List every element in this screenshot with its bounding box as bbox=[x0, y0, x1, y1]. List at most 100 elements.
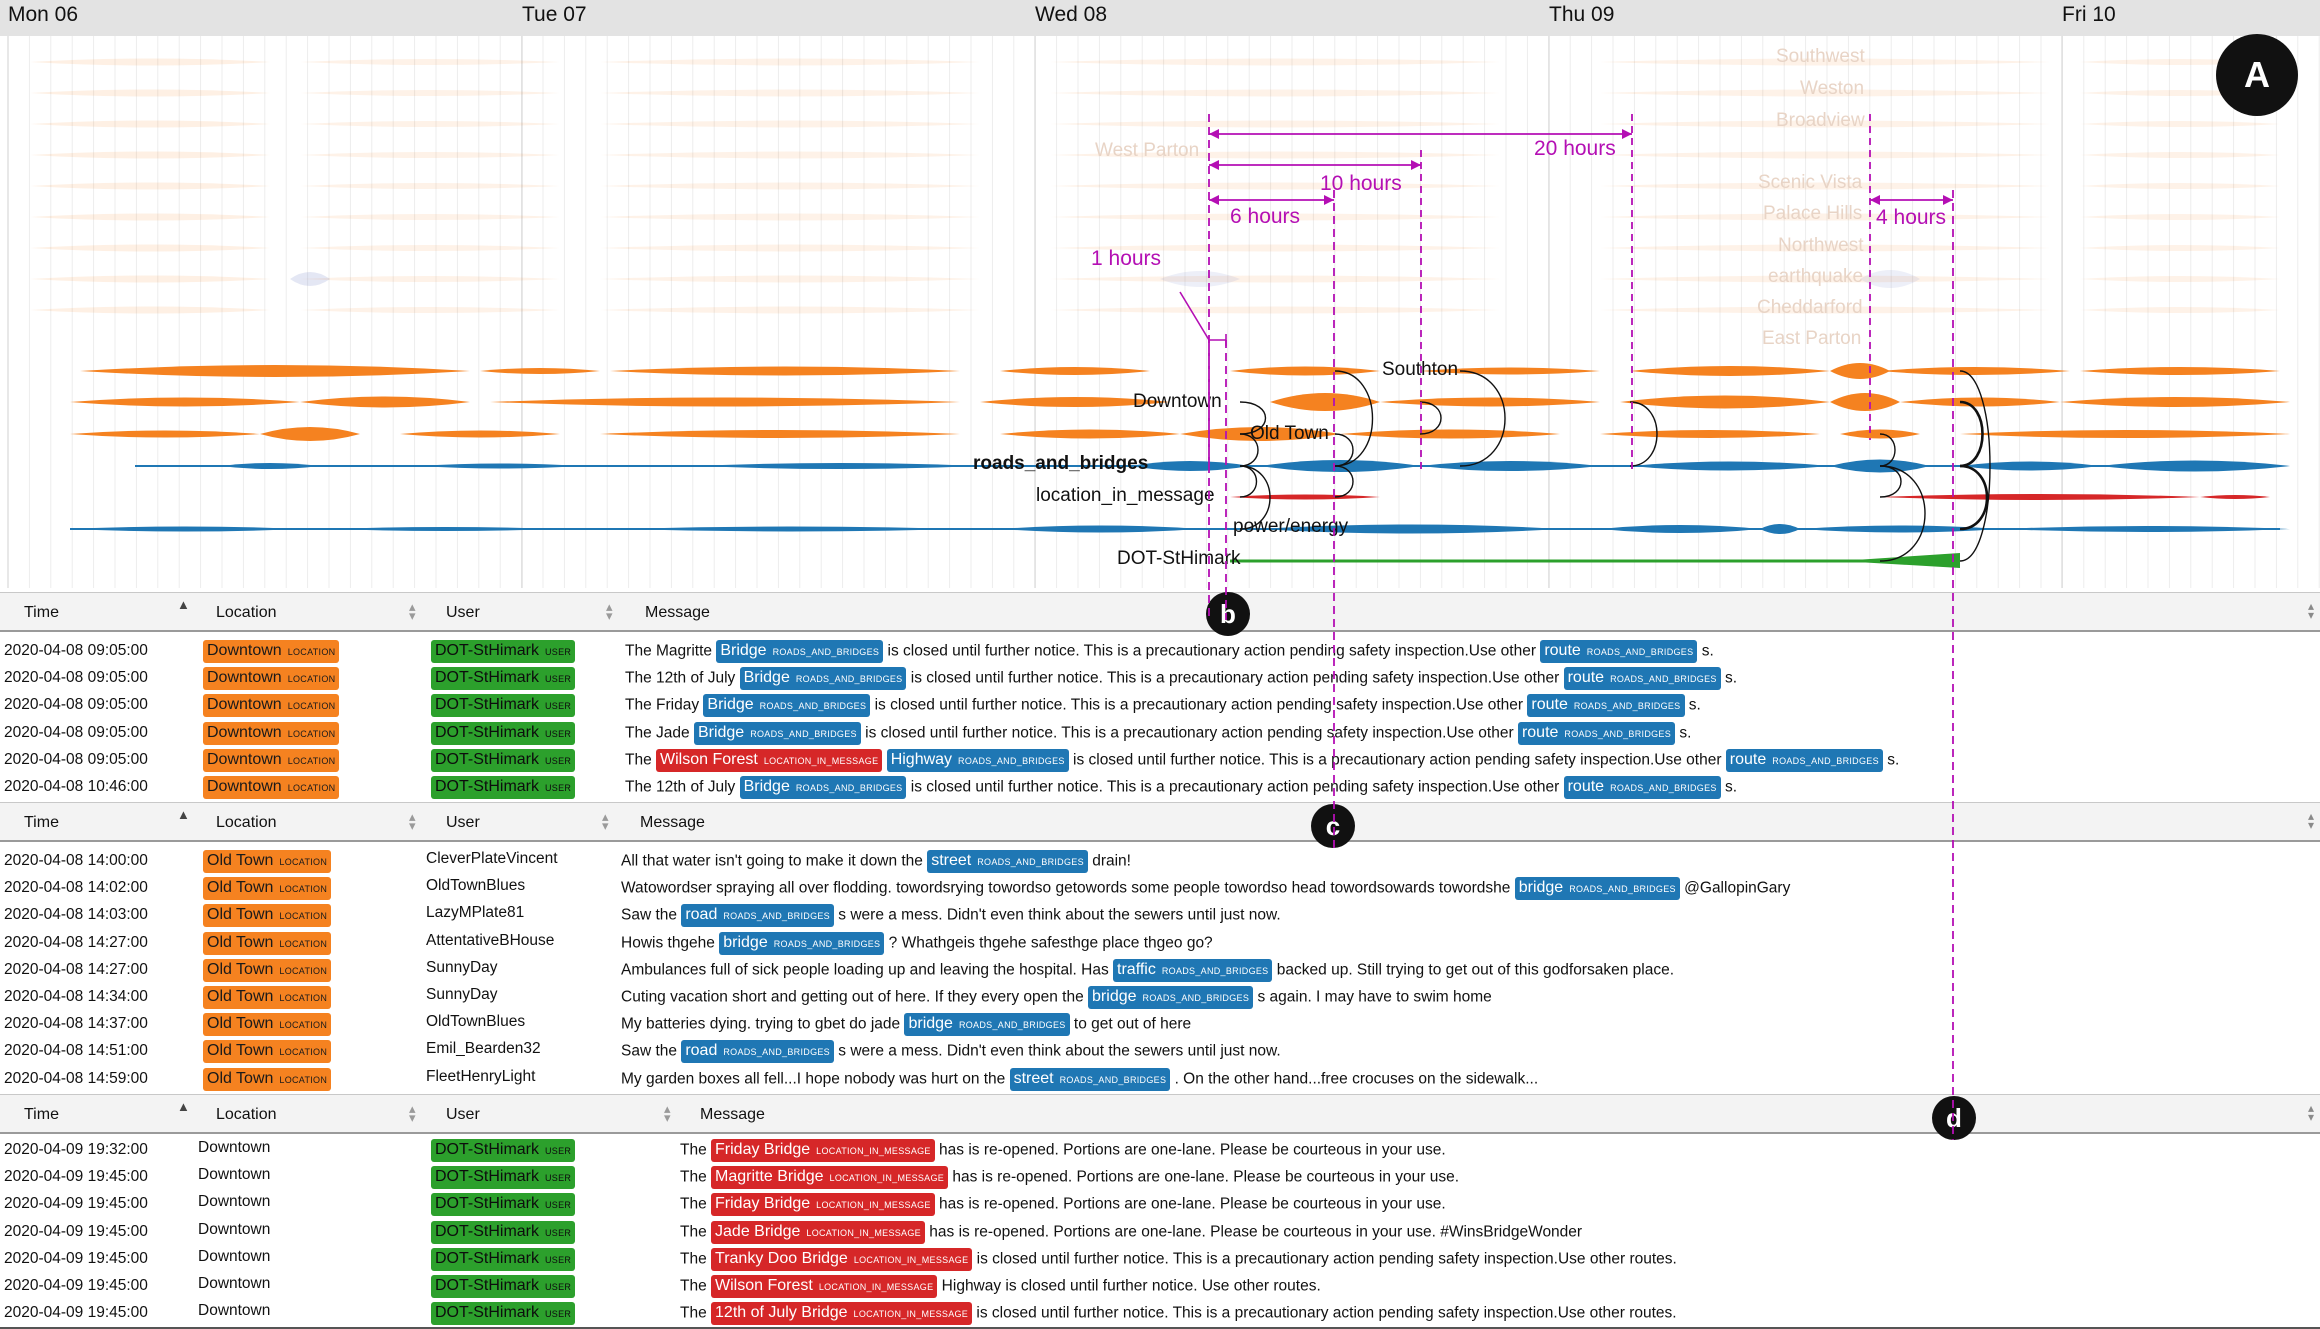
entity-tag[interactable]: Jade Bridge LOCATION_IN_MESSAGE bbox=[711, 1220, 925, 1244]
entity-tag[interactable]: Downtown LOCATION bbox=[203, 667, 340, 691]
entity-tag[interactable]: route ROADS_AND_BRIDGES bbox=[1563, 667, 1721, 691]
column-header-user[interactable]: User bbox=[446, 814, 480, 831]
table-row[interactable]: 2020-04-09 19:45:00 Downtown DOT-StHimark U… bbox=[0, 1244, 2310, 1271]
table-row[interactable]: 2020-04-09 19:45:00 Downtown DOT-StHimark U… bbox=[0, 1217, 2310, 1244]
table-row[interactable]: 2020-04-08 09:05:00 Downtown LOCATION DOT-S… bbox=[0, 663, 2310, 691]
column-header-user[interactable]: User bbox=[446, 604, 480, 621]
stream-label-old-town[interactable]: Old Town bbox=[1250, 423, 1329, 444]
table-row[interactable]: 2020-04-08 10:46:00 Downtown LOCATION DOT-S… bbox=[0, 772, 2310, 799]
table-row[interactable]: 2020-04-08 09:05:00 Downtown LOCATION DOT-S… bbox=[0, 636, 2310, 663]
entity-tag[interactable]: DOT-StHimark USER bbox=[431, 1193, 576, 1217]
table-row[interactable]: 2020-04-08 14:34:00 Old Town LOCATION Sunny… bbox=[0, 982, 2310, 1009]
entity-tag[interactable]: Downtown LOCATION bbox=[203, 776, 340, 799]
entity-tag[interactable]: route ROADS_AND_BRIDGES bbox=[1563, 776, 1721, 799]
sort-toggle-icon[interactable]: ▴ ▾ bbox=[606, 599, 613, 623]
sort-toggle-icon[interactable]: ▴ ▾ bbox=[664, 1101, 671, 1125]
entity-tag[interactable]: Highway ROADS_AND_BRIDGES bbox=[886, 748, 1069, 772]
entity-tag[interactable]: bridge ROADS_AND_BRIDGES bbox=[1088, 986, 1254, 1009]
table-row[interactable]: 2020-04-08 09:05:00 Downtown LOCATION DOT-S… bbox=[0, 718, 2310, 745]
table-row[interactable]: 2020-04-09 19:45:00 Downtown DOT-StHimark U… bbox=[0, 1298, 2310, 1326]
column-header-location[interactable]: Location bbox=[216, 814, 277, 831]
entity-tag[interactable]: bridge ROADS_AND_BRIDGES bbox=[1514, 877, 1680, 901]
entity-tag[interactable]: DOT-StHimark USER bbox=[431, 1220, 576, 1244]
entity-tag[interactable]: street ROADS_AND_BRIDGES bbox=[927, 850, 1088, 873]
sort-toggle-icon[interactable]: ▴ ▾ bbox=[602, 809, 609, 833]
entity-tag[interactable]: DOT-StHimark USER bbox=[431, 748, 576, 772]
entity-tag[interactable]: DOT-StHimark USER bbox=[431, 1247, 576, 1271]
entity-tag[interactable]: DOT-StHimark USER bbox=[431, 1275, 576, 1298]
entity-tag[interactable]: Bridge ROADS_AND_BRIDGES bbox=[739, 667, 907, 691]
entity-tag[interactable]: Bridge ROADS_AND_BRIDGES bbox=[693, 721, 861, 745]
entity-tag[interactable]: road ROADS_AND_BRIDGES bbox=[681, 904, 834, 928]
entity-tag[interactable]: DOT-StHimark USER bbox=[431, 640, 576, 663]
scroll-arrows-icon[interactable]: ▴ ▾ bbox=[2307, 809, 2314, 832]
table-row[interactable]: 2020-04-09 19:45:00 Downtown DOT-StHimark U… bbox=[0, 1162, 2310, 1190]
table-row[interactable]: 2020-04-08 14:51:00 Old Town LOCATION Emil_… bbox=[0, 1036, 2310, 1064]
entity-tag[interactable]: Tranky Doo Bridge LOCATION_IN_MESSAGE bbox=[711, 1247, 973, 1271]
stream-label-dot-sthimark[interactable]: DOT-StHimark bbox=[1117, 548, 1241, 569]
column-header-message[interactable]: Message bbox=[645, 604, 710, 621]
table-row[interactable]: 2020-04-08 09:05:00 Downtown LOCATION DOT-S… bbox=[0, 690, 2310, 718]
entity-tag[interactable]: Magritte Bridge LOCATION_IN_MESSAGE bbox=[711, 1166, 949, 1190]
table-row[interactable]: 2020-04-08 14:27:00 Old Town LOCATION Sunny… bbox=[0, 955, 2310, 982]
entity-tag[interactable]: Old Town LOCATION bbox=[203, 986, 332, 1009]
entity-tag[interactable]: DOT-StHimark USER bbox=[431, 1302, 576, 1326]
entity-tag[interactable]: Wilson Forest LOCATION_IN_MESSAGE bbox=[711, 1275, 938, 1298]
stream-label-southton[interactable]: Southton bbox=[1382, 359, 1459, 380]
entity-tag[interactable]: bridge ROADS_AND_BRIDGES bbox=[904, 1013, 1070, 1037]
entity-tag[interactable]: route ROADS_AND_BRIDGES bbox=[1540, 640, 1698, 663]
entity-tag[interactable]: Friday Bridge LOCATION_IN_MESSAGE bbox=[711, 1139, 935, 1162]
table-row[interactable]: 2020-04-09 19:45:00 Downtown DOT-StHimark U… bbox=[0, 1189, 2310, 1217]
sort-asc-icon[interactable]: ▲ bbox=[177, 1099, 190, 1114]
message-table-d[interactable]: Time ▲ Location ▴ ▾ User ▴ ▾ Message ▴ ▾ 20… bbox=[0, 1094, 2320, 1327]
entity-tag[interactable]: Old Town LOCATION bbox=[203, 1067, 332, 1091]
table-row[interactable]: 2020-04-08 14:00:00 Old Town LOCATION Cleve… bbox=[0, 846, 2310, 873]
entity-tag[interactable]: road ROADS_AND_BRIDGES bbox=[681, 1040, 834, 1064]
entity-tag[interactable]: route ROADS_AND_BRIDGES bbox=[1527, 694, 1685, 718]
column-header-time[interactable]: Time bbox=[24, 814, 59, 831]
stream-label-power-energy[interactable]: power/energy bbox=[1233, 516, 1349, 537]
entity-tag[interactable]: Downtown LOCATION bbox=[203, 721, 340, 745]
entity-tag[interactable]: 12th of July Bridge LOCATION_IN_MESSAGE bbox=[711, 1302, 973, 1326]
entity-tag[interactable]: Bridge ROADS_AND_BRIDGES bbox=[739, 776, 907, 799]
table-row[interactable]: 2020-04-08 14:02:00 Old Town LOCATION OldTo… bbox=[0, 873, 2310, 901]
table-row[interactable]: 2020-04-08 14:03:00 Old Town LOCATION LazyM… bbox=[0, 900, 2310, 928]
column-header-message[interactable]: Message bbox=[640, 814, 705, 831]
event-timeline[interactable]: Mon 06 Tue 07 Wed 08 Thu 09 Fri 10 Southwest… bbox=[0, 0, 2320, 590]
sort-asc-icon[interactable]: ▲ bbox=[177, 807, 190, 822]
sort-asc-icon[interactable]: ▲ bbox=[177, 597, 190, 612]
entity-tag[interactable]: DOT-StHimark USER bbox=[431, 776, 576, 799]
entity-tag[interactable]: Downtown LOCATION bbox=[203, 694, 340, 718]
timeline-streams[interactable] bbox=[0, 0, 2320, 590]
entity-tag[interactable]: Old Town LOCATION bbox=[203, 904, 332, 928]
column-header-message[interactable]: Message bbox=[700, 1106, 765, 1123]
message-table-b[interactable]: Time ▲ Location ▴ ▾ User ▴ ▾ Message ▴ ▾ 20… bbox=[0, 592, 2320, 799]
entity-tag[interactable]: route ROADS_AND_BRIDGES bbox=[1517, 721, 1676, 745]
message-table-c[interactable]: Time ▲ Location ▴ ▾ User ▴ ▾ Message ▴ ▾ 20… bbox=[0, 802, 2320, 1091]
sort-toggle-icon[interactable]: ▴ ▾ bbox=[409, 809, 416, 833]
scroll-arrows-icon[interactable]: ▴ ▾ bbox=[2307, 1101, 2314, 1124]
entity-tag[interactable]: Downtown LOCATION bbox=[203, 748, 340, 772]
entity-tag[interactable]: Old Town LOCATION bbox=[203, 1040, 332, 1064]
entity-tag[interactable]: Friday Bridge LOCATION_IN_MESSAGE bbox=[711, 1193, 935, 1217]
entity-tag[interactable]: DOT-StHimark USER bbox=[431, 1139, 576, 1162]
entity-tag[interactable]: Old Town LOCATION bbox=[203, 931, 332, 955]
entity-tag[interactable]: Old Town LOCATION bbox=[203, 958, 332, 982]
sort-toggle-icon[interactable]: ▴ ▾ bbox=[409, 599, 416, 623]
entity-tag[interactable]: Bridge ROADS_AND_BRIDGES bbox=[703, 694, 871, 718]
stream-label-downtown[interactable]: Downtown bbox=[1133, 391, 1222, 412]
entity-tag[interactable]: Bridge ROADS_AND_BRIDGES bbox=[716, 640, 884, 663]
column-header-time[interactable]: Time bbox=[24, 604, 59, 621]
stream-label-roads-and-bridges[interactable]: roads_and_bridges bbox=[973, 453, 1149, 474]
entity-tag[interactable]: traffic ROADS_AND_BRIDGES bbox=[1113, 958, 1273, 982]
column-header-time[interactable]: Time bbox=[24, 1106, 59, 1123]
table-row[interactable]: 2020-04-09 19:32:00 Downtown DOT-StHimark U… bbox=[0, 1135, 2310, 1162]
entity-tag[interactable]: DOT-StHimark USER bbox=[431, 694, 576, 718]
entity-tag[interactable]: Downtown LOCATION bbox=[203, 640, 340, 663]
table-row[interactable]: 2020-04-08 09:05:00 Downtown LOCATION DOT-S… bbox=[0, 745, 2310, 772]
column-header-user[interactable]: User bbox=[446, 1106, 480, 1123]
entity-tag[interactable]: DOT-StHimark USER bbox=[431, 1166, 576, 1190]
table-row[interactable]: 2020-04-08 14:37:00 Old Town LOCATION OldTo… bbox=[0, 1009, 2310, 1037]
table-row[interactable]: 2020-04-09 19:45:00 Downtown DOT-StHimark U… bbox=[0, 1271, 2310, 1298]
entity-tag[interactable]: Old Town LOCATION bbox=[203, 877, 332, 901]
